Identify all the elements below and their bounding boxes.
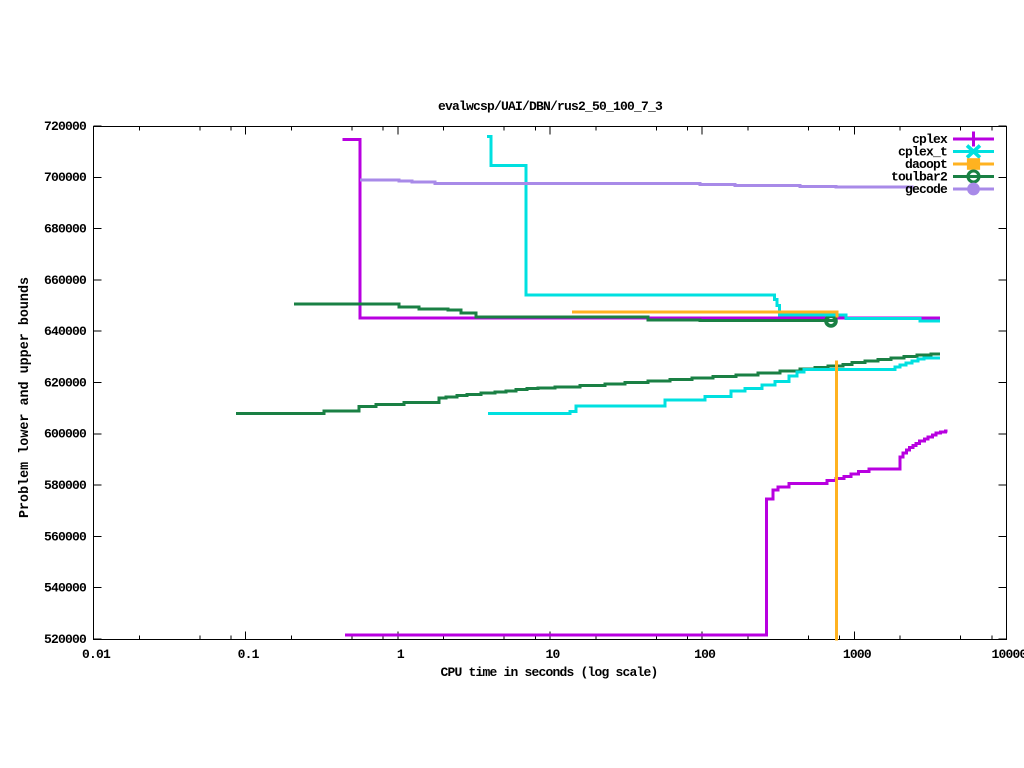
svg-text:toulbar2: toulbar2	[891, 170, 948, 185]
svg-text:10: 10	[546, 647, 561, 662]
svg-text:Problem lower and upper bounds: Problem lower and upper bounds	[18, 277, 33, 518]
svg-text:600000: 600000	[44, 427, 87, 442]
svg-text:CPU time in seconds (log scale: CPU time in seconds (log scale)	[440, 665, 657, 680]
svg-text:640000: 640000	[44, 324, 87, 339]
svg-text:720000: 720000	[44, 119, 87, 134]
svg-text:660000: 660000	[44, 273, 87, 288]
svg-text:gecode: gecode	[905, 182, 948, 197]
svg-text:680000: 680000	[44, 222, 87, 237]
svg-text:520000: 520000	[44, 632, 87, 647]
svg-text:560000: 560000	[44, 529, 87, 544]
svg-text:0.01: 0.01	[82, 647, 111, 662]
svg-text:0.1: 0.1	[238, 647, 260, 662]
svg-text:cplex: cplex	[912, 132, 948, 147]
svg-text:cplex_t: cplex_t	[898, 145, 947, 160]
svg-text:daoopt: daoopt	[905, 157, 947, 172]
svg-text:700000: 700000	[44, 170, 87, 185]
svg-text:1: 1	[397, 647, 405, 662]
svg-text:540000: 540000	[44, 581, 87, 596]
svg-text:10000: 10000	[992, 647, 1024, 662]
svg-text:100: 100	[694, 647, 716, 662]
svg-text:620000: 620000	[44, 375, 87, 390]
svg-text:1000: 1000	[843, 647, 872, 662]
svg-text:580000: 580000	[44, 478, 87, 493]
svg-text:evalwcsp/UAI/DBN/rus2_50_100_7: evalwcsp/UAI/DBN/rus2_50_100_7_3	[438, 99, 663, 114]
